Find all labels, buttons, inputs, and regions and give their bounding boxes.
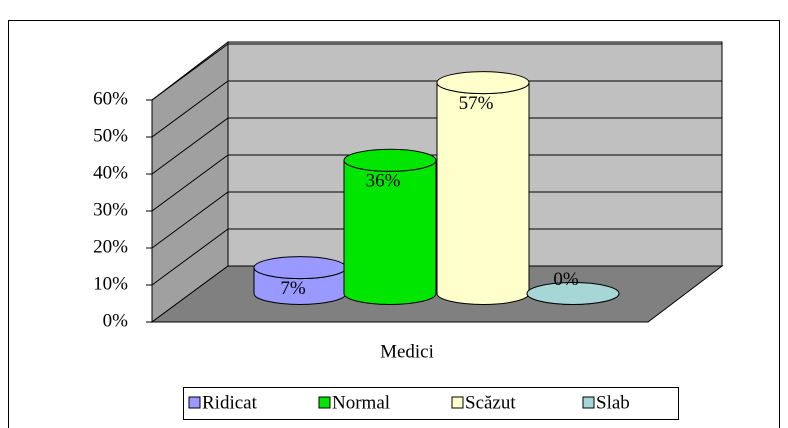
legend-marker: [188, 396, 201, 409]
data-label: 36%: [366, 171, 401, 192]
bar-top: [526, 282, 620, 305]
legend-marker: [318, 396, 331, 409]
legend-label: Slab: [596, 392, 630, 413]
data-label: 0%: [553, 269, 579, 290]
data-label: 7%: [280, 278, 306, 299]
y-tick-label: 40%: [93, 162, 128, 183]
x-tick-label: Medici: [380, 341, 434, 362]
legend-label: Normal: [332, 392, 390, 413]
y-tick-label: 60%: [93, 88, 128, 109]
grid-line: [151, 117, 722, 175]
bar-top: [436, 71, 530, 95]
bar-top: [343, 148, 437, 172]
grid-line: [151, 43, 722, 101]
y-tick-label: 20%: [93, 236, 128, 257]
bar-top: [253, 256, 347, 280]
data-label: 57%: [459, 93, 494, 114]
y-tick-label: 50%: [93, 125, 128, 146]
grid-line: [151, 228, 722, 286]
legend-label: Scăzut: [465, 392, 516, 413]
y-tick-label: 10%: [93, 273, 128, 294]
legend: [183, 387, 679, 420]
grid-line: [151, 191, 722, 249]
grid-line: [151, 80, 722, 138]
legend-marker: [582, 396, 595, 409]
y-tick-label: 30%: [93, 199, 128, 220]
grid-line: [151, 154, 722, 212]
y-tick-label: 0%: [103, 310, 129, 331]
legend-label: Ridicat: [202, 392, 258, 413]
bar: [436, 82, 530, 305]
legend-marker: [451, 396, 464, 409]
